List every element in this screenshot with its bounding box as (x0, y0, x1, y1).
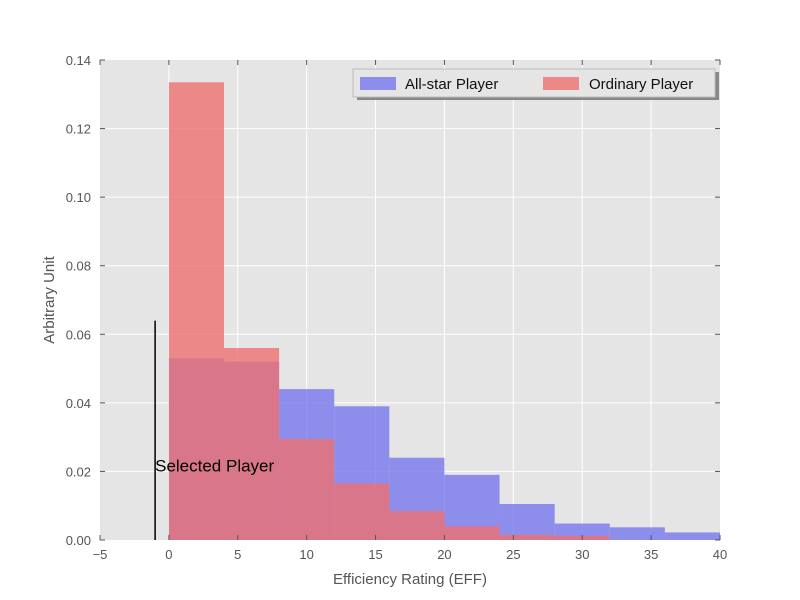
x-tick-label: 40 (713, 547, 727, 562)
x-axis-label: Efficiency Rating (EFF) (333, 571, 487, 588)
ordinary-bar (168, 82, 224, 541)
y-tick-label: 0.12 (66, 122, 91, 137)
y-tick-label: 0.10 (66, 190, 91, 205)
x-tick-labels: −5 0 5 10 15 20 25 30 35 40 (93, 547, 728, 562)
y-axis-label: Arbitrary Unit (41, 255, 58, 343)
ordinary-bar (334, 483, 390, 540)
ordinary-bar (279, 438, 335, 540)
x-tick-label: 15 (368, 547, 382, 562)
all-star-bar (499, 504, 555, 540)
ordinary-bar (444, 526, 500, 540)
ordinary-bar (499, 534, 555, 540)
x-tick-label: 30 (575, 547, 589, 562)
x-tick-label: 25 (506, 547, 520, 562)
y-tick-label: 0.08 (66, 259, 91, 274)
legend: All-star Player Ordinary Player (352, 68, 719, 100)
y-tick-label: 0.04 (66, 396, 91, 411)
ordinary-bar (224, 348, 280, 540)
axis-ticks (99, 59, 721, 541)
x-tick-label: 5 (234, 547, 241, 562)
legend-label-ordinary: Ordinary Player (589, 76, 693, 93)
all-star-bar (664, 532, 720, 540)
legend-box (352, 68, 716, 98)
selected-player-label: Selected Player (155, 456, 274, 475)
x-tick-label: 10 (299, 547, 313, 562)
x-tick-label: 35 (644, 547, 658, 562)
x-tick-label: −5 (93, 547, 108, 562)
y-tick-label: 0.02 (66, 464, 91, 479)
y-tick-labels: 0.00 0.02 0.04 0.06 0.08 0.10 0.12 0.14 (66, 53, 91, 548)
all-star-bar (609, 527, 665, 540)
legend-label-all-star: All-star Player (405, 76, 498, 93)
x-tick-label: 0 (165, 547, 172, 562)
legend-swatch-ordinary (543, 77, 579, 90)
legend-swatch-all-star (360, 77, 396, 90)
x-tick-label: 20 (437, 547, 451, 562)
y-tick-label: 0.06 (66, 327, 91, 342)
y-tick-label: 0.00 (66, 533, 91, 548)
ordinary-bars (168, 82, 610, 541)
y-tick-label: 0.14 (66, 53, 91, 68)
ordinary-bar (389, 510, 445, 540)
